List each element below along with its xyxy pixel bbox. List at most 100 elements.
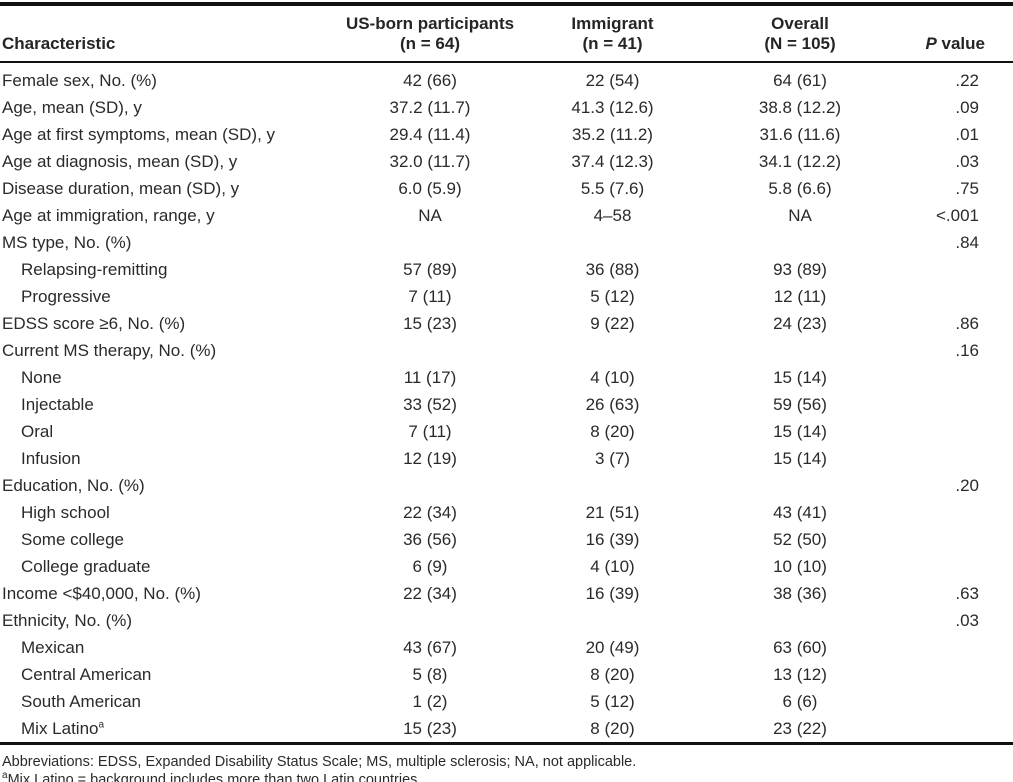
row-characteristic: Injectable [0,391,335,418]
row-p-value [900,634,1013,661]
row-characteristic-label: Income <$40,000, No. (%) [2,584,201,603]
row-overall-value: 6 (6) [782,692,818,711]
row-characteristic-label: Age at immigration, range, y [2,206,215,225]
row-characteristic: Relapsing-remitting [0,256,335,283]
row-immigrant-value: 4 (10) [590,557,635,576]
row-us-born-value [335,229,525,256]
table-row: Mexican 43 (67) 20 (49) 63 (60) [0,634,1013,661]
row-us-born-value: 22 (34) [403,584,457,603]
row-immigrant-value: 36 (88) [585,260,640,279]
row-immigrant-value: 16 (39) [585,530,640,549]
row-us-born-value: 7 (11) [408,287,452,306]
abbreviations-footnote: Abbreviations: EDSS, Expanded Disability… [2,754,637,770]
row-us-born-value: 37.2 (11.7) [389,98,471,117]
row-characteristic: Progressive [0,283,335,310]
row-p-value [900,499,1013,526]
row-us-born-value [335,472,525,499]
row-characteristic: None [0,364,335,391]
row-overall-value: 12 (11) [773,287,827,306]
table-row: Age at diagnosis, mean (SD), y 32.0 (11.… [0,148,1013,175]
row-p-value [900,256,1013,283]
column-header-us-born-line2: (n = 64) [400,34,460,53]
table-row: Oral 7 (11) 8 (20) 15 (14) [0,418,1013,445]
row-overall-value [700,472,900,499]
row-overall-value: 13 (12) [773,665,827,684]
p-value-rest: value [936,34,985,53]
row-characteristic: EDSS score ≥6, No. (%) [0,310,335,337]
table-row: Mix Latinoa 15 (23) 8 (20) 23 (22) [0,715,1013,744]
row-p-value [900,661,1013,688]
row-immigrant-value: 20 (49) [585,638,640,657]
row-p-value: .75 [955,179,979,198]
column-header-immigrant-line1: Immigrant [571,14,654,33]
row-characteristic: College graduate [0,553,335,580]
row-characteristic: Infusion [0,445,335,472]
column-header-immigrant-line2: (n = 41) [582,34,643,53]
row-characteristic: MS type, No. (%) [0,229,335,256]
row-overall-value [700,229,900,256]
row-immigrant-value: 3 (7) [595,449,630,468]
table-row: Current MS therapy, No. (%) .16 [0,337,1013,364]
row-immigrant-value: 9 (22) [590,314,635,333]
row-p-value: .03 [955,152,979,171]
row-overall-value [700,607,900,634]
row-characteristic: Age, mean (SD), y [0,94,335,121]
row-us-born-value: 12 (19) [403,449,457,468]
row-characteristic-label: Oral [21,422,54,441]
row-overall-value: 15 (14) [773,422,827,441]
row-immigrant-value: 4–58 [593,206,632,225]
row-p-value [900,553,1013,580]
row-immigrant-value: 8 (20) [590,422,635,441]
row-us-born-value [335,607,525,634]
row-characteristic-label: College graduate [21,557,151,576]
row-us-born-value: 1 (2) [412,692,448,711]
row-characteristic-label: Injectable [21,395,94,414]
row-characteristic: Oral [0,418,335,445]
row-p-value: .03 [955,611,979,630]
row-immigrant-value [525,337,700,364]
row-p-value: .09 [955,98,979,117]
row-immigrant-value [525,472,700,499]
row-immigrant-value: 8 (20) [590,719,635,738]
row-overall-value: 93 (89) [773,260,827,279]
table-row: Female sex, No. (%) 42 (66) 22 (54) 64 (… [0,62,1013,94]
row-p-value [900,445,1013,472]
row-characteristic-label: Some college [21,530,125,549]
row-characteristic: Age at first symptoms, mean (SD), y [0,121,335,148]
row-characteristic-label: Progressive [21,287,111,306]
row-characteristic-label: Mix Latino [21,719,99,738]
row-p-value [900,364,1013,391]
row-p-value: .63 [955,584,979,603]
row-us-born-value: 11 (17) [403,368,457,387]
row-characteristic: Ethnicity, No. (%) [0,607,335,634]
table-row: Income <$40,000, No. (%) 22 (34) 16 (39)… [0,580,1013,607]
row-characteristic: Age at immigration, range, y [0,202,335,229]
row-immigrant-value: 16 (39) [585,584,640,603]
row-us-born-value: 29.4 (11.4) [389,125,471,144]
row-characteristic-label: Female sex, No. (%) [2,71,157,90]
row-p-value [900,391,1013,418]
row-characteristic-label: Current MS therapy, No. (%) [2,341,217,360]
header-row: Characteristic US-born participants (n =… [0,4,1013,63]
row-us-born-value: 42 (66) [403,71,457,90]
row-immigrant-value [525,607,700,634]
row-p-value [900,418,1013,445]
row-characteristic-label: MS type, No. (%) [2,233,132,252]
row-characteristic-label: South American [21,692,142,711]
row-characteristic-label: High school [21,503,110,522]
row-characteristic: Disease duration, mean (SD), y [0,175,335,202]
table-row: Central American 5 (8) 8 (20) 13 (12) [0,661,1013,688]
row-us-born-value: 15 (23) [403,314,457,333]
row-overall-value: 38.8 (12.2) [758,98,842,117]
row-us-born-value: 57 (89) [403,260,457,279]
row-immigrant-value: 22 (54) [585,71,640,90]
row-p-value: <.001 [935,206,979,225]
row-p-value: .01 [955,125,979,144]
row-superscript: a [98,719,105,731]
row-characteristic: Female sex, No. (%) [0,62,335,94]
table-row: High school 22 (34) 21 (51) 43 (41) [0,499,1013,526]
row-us-born-value: 32.0 (11.7) [389,152,471,171]
row-overall-value: 15 (14) [773,368,827,387]
row-p-value [900,688,1013,715]
